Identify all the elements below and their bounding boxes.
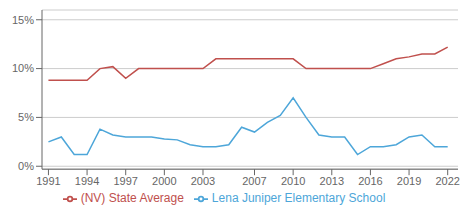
svg-text:1991: 1991 bbox=[36, 175, 60, 187]
svg-text:2013: 2013 bbox=[320, 175, 344, 187]
svg-text:2019: 2019 bbox=[397, 175, 421, 187]
svg-text:5%: 5% bbox=[18, 111, 34, 123]
svg-text:2022: 2022 bbox=[435, 175, 459, 187]
svg-text:2016: 2016 bbox=[358, 175, 382, 187]
svg-text:1994: 1994 bbox=[75, 175, 99, 187]
svg-text:0%: 0% bbox=[18, 160, 34, 172]
svg-text:2000: 2000 bbox=[152, 175, 176, 187]
svg-text:10%: 10% bbox=[12, 62, 34, 74]
svg-text:2003: 2003 bbox=[191, 175, 215, 187]
svg-text:1997: 1997 bbox=[113, 175, 137, 187]
svg-text:2010: 2010 bbox=[281, 175, 305, 187]
html-text:(NV) State Average: (NV) State Average bbox=[80, 191, 184, 206]
html-text:Lena Juniper Elementary School: Lena Juniper Elementary School bbox=[211, 191, 386, 206]
svg-text:15%: 15% bbox=[12, 14, 34, 26]
svg-text:2007: 2007 bbox=[242, 175, 266, 187]
